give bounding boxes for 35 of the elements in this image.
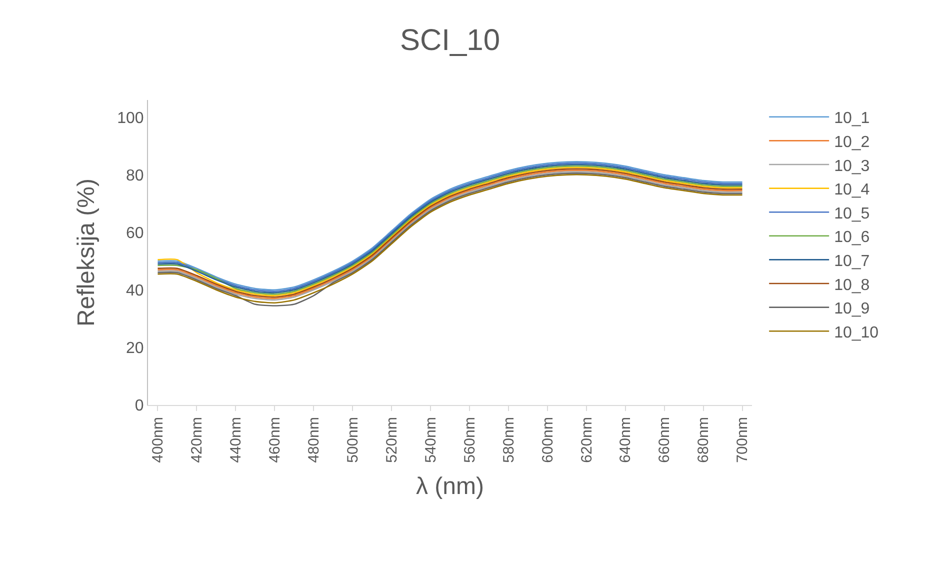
- x-tick-label: 620nm: [578, 417, 596, 463]
- x-tick-label: 680nm: [695, 417, 712, 463]
- legend-label: 10_7: [834, 252, 870, 270]
- x-tick-label: 460nm: [266, 417, 284, 463]
- legend-label: 10_9: [834, 300, 870, 318]
- legend-label: 10_1: [834, 110, 870, 128]
- legend-label: 10_2: [834, 134, 870, 151]
- legend-label: 10_4: [834, 182, 870, 199]
- y-tick-label: 40: [126, 282, 144, 300]
- x-tick-label: 560nm: [461, 417, 478, 463]
- x-tick-label: 400nm: [150, 417, 167, 463]
- y-tick-label: 100: [117, 110, 144, 127]
- x-tick-label: 420nm: [188, 417, 206, 463]
- x-tick-label: 700nm: [734, 417, 752, 463]
- x-tick-label: 480nm: [305, 417, 322, 463]
- legend-label: 10_3: [834, 158, 870, 175]
- legend-label: 10_8: [834, 276, 870, 294]
- x-tick-label: 500nm: [344, 417, 362, 463]
- x-tick-label: 540nm: [422, 417, 440, 463]
- y-tick-label: 0: [134, 398, 144, 415]
- x-tick-label: 600nm: [539, 417, 556, 463]
- x-tick-label: 440nm: [228, 417, 245, 463]
- legend-label: 10_5: [834, 205, 870, 222]
- y-tick-label: 80: [126, 167, 144, 184]
- y-axis-title: Refleksija (%): [73, 178, 100, 327]
- legend-label: 10_10: [834, 324, 879, 342]
- x-tick-label: 580nm: [500, 417, 518, 463]
- y-tick-label: 60: [126, 224, 144, 242]
- x-tick-label: 640nm: [617, 417, 634, 463]
- y-tick-label: 20: [126, 340, 144, 358]
- x-tick-label: 660nm: [656, 417, 674, 463]
- legend-label: 10_6: [834, 229, 870, 246]
- chart-title: SCI_10: [400, 24, 500, 57]
- x-tick-label: 520nm: [383, 417, 400, 463]
- x-axis-title: λ (nm): [416, 473, 484, 500]
